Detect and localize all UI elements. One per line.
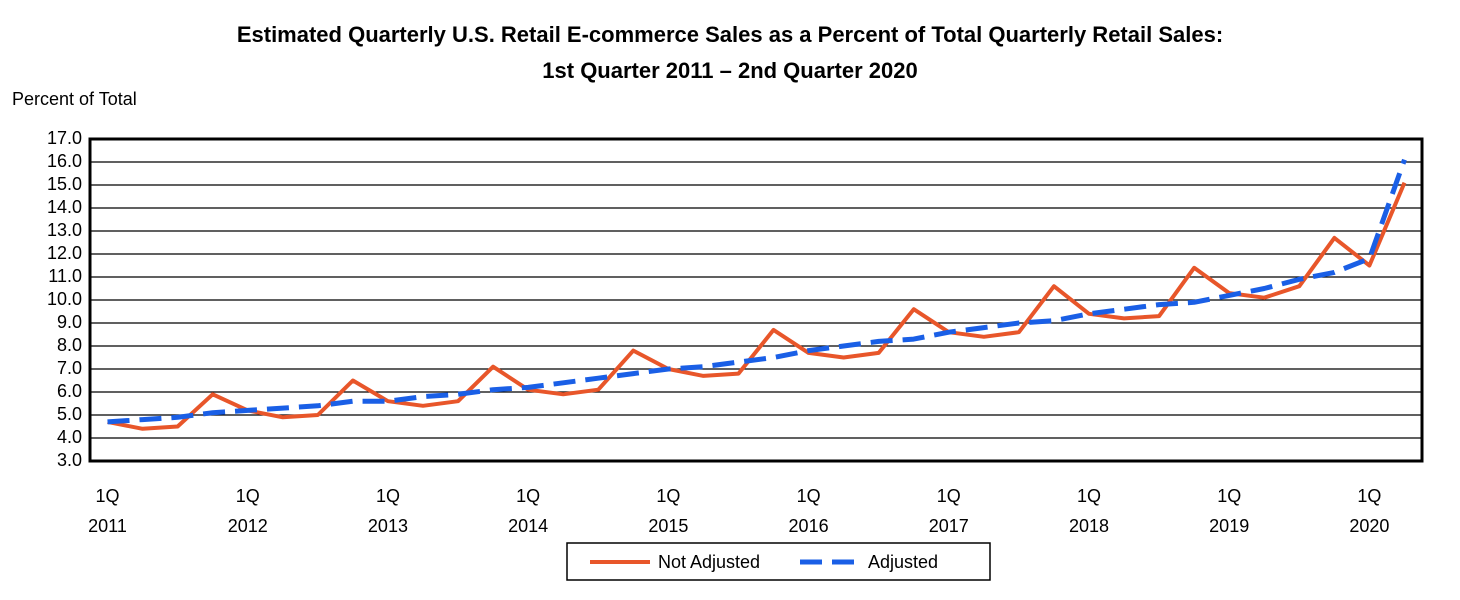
plot-frame — [88, 137, 1424, 463]
chart-subtitle: 1st Quarter 2011 – 2nd Quarter 2020 — [542, 58, 917, 83]
x-tick-label: 1Q 2013 — [368, 486, 408, 536]
y-tick-label: 8.0 — [57, 335, 82, 355]
y-tick-label: 11.0 — [48, 266, 82, 286]
x-tick-label: 1Q 2017 — [929, 486, 969, 536]
y-tick-label: 16.0 — [47, 151, 82, 171]
y-tick-label: 9.0 — [57, 312, 82, 332]
y-tick-label: 14.0 — [47, 197, 82, 217]
y-tick-label: 10.0 — [47, 289, 82, 309]
y-tick-label: 17.0 — [47, 128, 82, 148]
x-tick-label: 1Q 2011 — [88, 486, 127, 536]
x-tick-label: 1Q 2012 — [228, 486, 268, 536]
chart-title: Estimated Quarterly U.S. Retail E-commer… — [237, 22, 1223, 47]
y-tick-label: 15.0 — [47, 174, 82, 194]
x-tick-label: 1Q 2020 — [1349, 486, 1389, 536]
legend-label: Adjusted — [868, 552, 938, 572]
x-tick-label: 1Q 2014 — [508, 486, 548, 536]
x-tick-label: 1Q 2019 — [1209, 486, 1249, 536]
y-tick-label: 5.0 — [57, 404, 82, 424]
y-tick-label: 7.0 — [57, 358, 82, 378]
y-tick-label: 3.0 — [57, 450, 82, 470]
x-tick-label: 1Q 2015 — [648, 486, 688, 536]
y-tick-label: 6.0 — [57, 381, 82, 401]
y-tick-label: 12.0 — [47, 243, 82, 263]
series-line — [107, 158, 1407, 425]
x-tick-label: 1Q 2016 — [789, 486, 829, 536]
legend-label: Not Adjusted — [658, 552, 760, 572]
series-line — [107, 181, 1407, 431]
y-tick-label: 4.0 — [57, 427, 82, 447]
y-axis-label: Percent of Total — [12, 89, 137, 109]
x-tick-label: 1Q 2018 — [1069, 486, 1109, 536]
y-tick-label: 13.0 — [47, 220, 82, 240]
